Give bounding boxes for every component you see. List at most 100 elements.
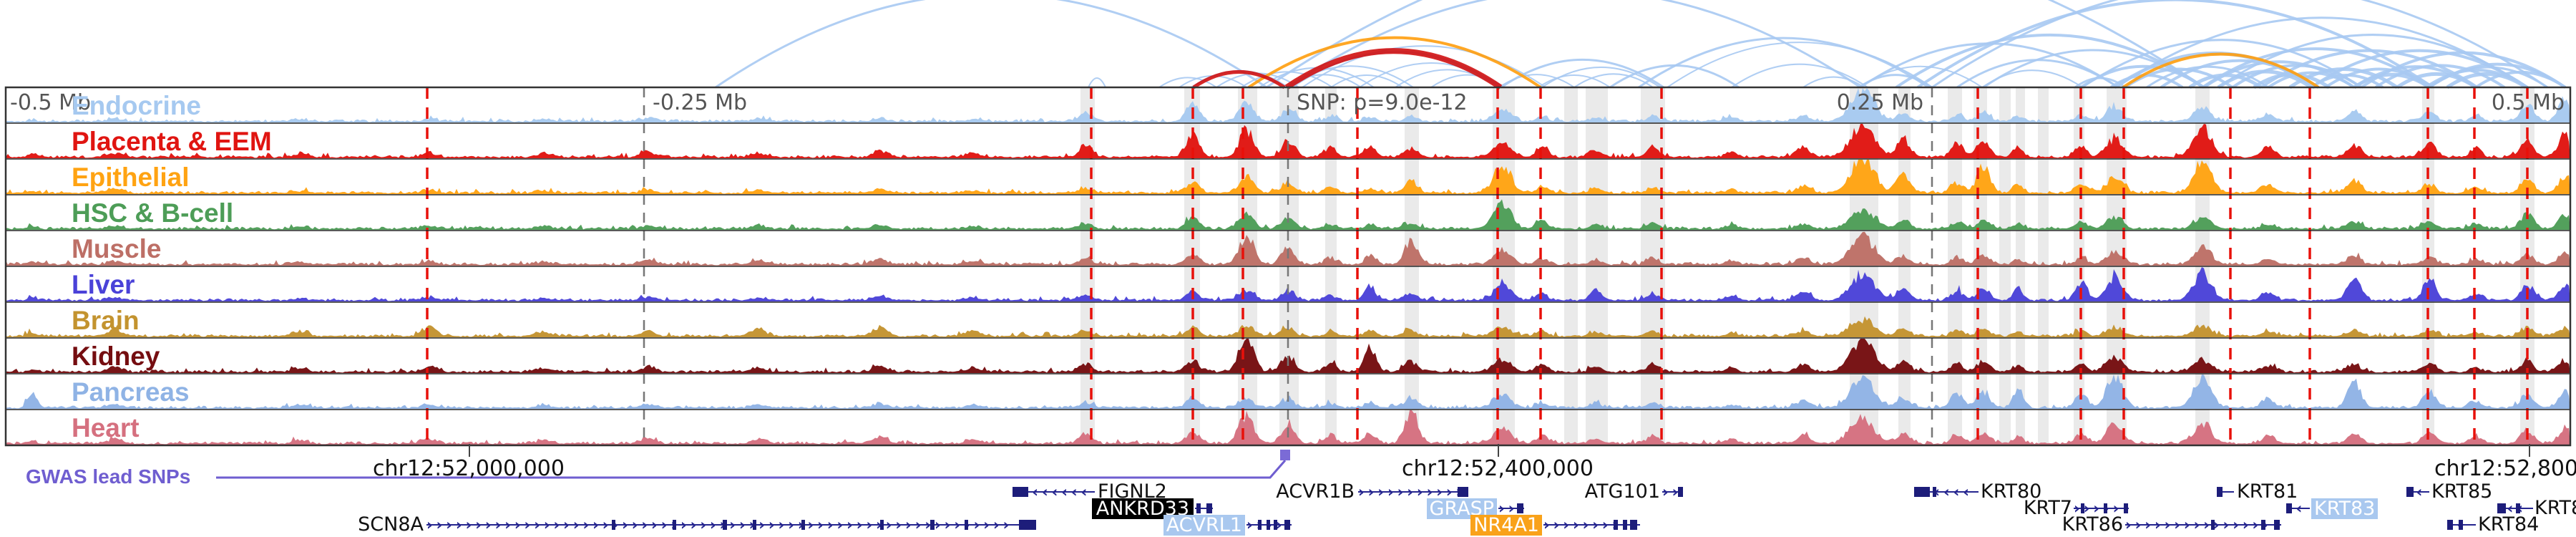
strand-arrows: ››››› [2074, 500, 2123, 516]
gene-label-scn8a: SCN8A [358, 513, 424, 536]
interaction-arc [2146, 65, 2269, 89]
gene-body-line [2074, 508, 2129, 509]
coordinate-label: chr12:52,800 [2434, 456, 2576, 481]
gene-body-line [1013, 491, 1095, 493]
exon [723, 520, 727, 530]
interaction-arc [1538, 74, 1611, 88]
track-label-epithelial: Epithelial [72, 163, 190, 192]
gene-body-line [2497, 508, 2533, 509]
axis-label-snp-p-9.0e-12: SNP: p=9.0e-12 [1297, 90, 1468, 115]
strand-arrows: ››››››››››››››››››››››››››››››››››››››››… [426, 517, 1013, 533]
track-label-heart: Heart [72, 413, 140, 442]
exon [2516, 503, 2520, 513]
interaction-arc [1541, 66, 1661, 88]
gene-grasp: ›› GRASP [1426, 498, 1524, 519]
exon [1013, 487, 1028, 497]
gene-krt85: ‹‹ KRT85 [2406, 482, 2492, 501]
interaction-arc [1330, 74, 1403, 88]
exon [880, 520, 884, 530]
gene-label-fignl2: FIGNL2 [1098, 480, 1167, 503]
track-label-brain: Brain [72, 306, 140, 335]
gene-krt81: ‹KRT81 [2217, 482, 2298, 501]
gene-label-krt80: KRT80 [1981, 480, 2042, 503]
interaction-arc [2324, 67, 2434, 89]
exon [1678, 487, 1683, 497]
interaction-arc [1501, 59, 1664, 89]
exon [1196, 503, 1201, 513]
exon [2217, 487, 2223, 497]
exon [1019, 520, 1036, 530]
coordinate-tick [2529, 444, 2530, 457]
gene-body-line [2125, 524, 2281, 526]
gene-body-line [1498, 508, 1524, 509]
gene-body-line [1195, 508, 1213, 509]
exon [2459, 520, 2463, 530]
interaction-arc [2446, 72, 2527, 90]
gene-label-krt85: KRT85 [2431, 480, 2493, 503]
strand-arrows: ››››››››››››››› [2125, 517, 2272, 533]
exon [965, 520, 968, 530]
gene-label-acvr1b: ACVR1B [1276, 480, 1355, 503]
gwas-snp-marker [1280, 450, 1290, 460]
strand-arrows: ›››› [1246, 517, 1292, 533]
gene-atg101: ›› ATG101 [1585, 482, 1683, 501]
coordinate-tick [1498, 444, 1499, 457]
gene-body-line [2286, 508, 2310, 509]
signal-track-hsc-b-cell [6, 199, 2570, 230]
strand-arrows: ››››››››››› [1358, 484, 1466, 500]
interaction-arc [1284, 48, 1503, 90]
gene-label-acvrl1: ACVRL1 [1163, 515, 1245, 536]
exon [612, 520, 615, 530]
signal-track-placenta-eem [6, 124, 2570, 158]
interaction-arc [1088, 77, 1106, 88]
signal-track-kidney [6, 339, 2570, 373]
exon [2274, 520, 2280, 530]
track-label-muscle: Muscle [72, 234, 162, 263]
exon [1630, 520, 1637, 530]
gene-body-line [426, 524, 1036, 526]
exon [2211, 520, 2215, 530]
exon [2104, 503, 2107, 513]
interaction-arc [2201, 47, 2431, 89]
interaction-arc [2122, 52, 2320, 89]
interaction-arc [1192, 70, 1286, 90]
panel-border [4, 86, 2572, 447]
gene-label-atg101: ATG101 [1584, 480, 1660, 503]
gene-label-krt84: KRT84 [2478, 513, 2540, 536]
gene-krt86: ››››››››››››››› KRT86 [2062, 515, 2281, 534]
axis-label--0.25-mb: -0.25 Mb [653, 90, 748, 115]
gene-krt82: ‹‹‹KRT82 [2497, 498, 2576, 518]
interaction-arc [2124, 67, 2234, 89]
coordinate-label: chr12:52,000,000 [373, 456, 565, 481]
gene-body-line [2406, 491, 2429, 493]
gene-body-line [1662, 491, 1683, 493]
signal-track-liver [6, 267, 2570, 301]
track-label-pancreas: Pancreas [72, 377, 190, 407]
interaction-arc [1916, 0, 2434, 89]
signal-track-muscle [6, 231, 2570, 266]
gene-label-nr4a1: NR4A1 [1470, 515, 1542, 536]
exon [2124, 503, 2128, 513]
gene-label-krt82: KRT82 [2534, 497, 2576, 519]
exon [753, 520, 756, 530]
strand-arrows: ‹‹‹‹‹‹‹‹ [1013, 484, 1091, 500]
gene-label-krt81: KRT81 [2237, 480, 2298, 503]
interaction-arc [1266, 0, 2205, 89]
signal-track-endocrine [6, 88, 2570, 122]
gwas-lead-snps-label: GWAS lead SNPs [26, 465, 191, 488]
interaction-arc [2218, 34, 2528, 89]
exon [1914, 487, 1930, 497]
strand-arrows: ›› [1498, 500, 1518, 516]
interaction-arc [2396, 72, 2477, 90]
track-label-placenta-eem: Placenta & EEM [72, 127, 272, 156]
exon [801, 520, 805, 530]
gene-body-line [1358, 491, 1468, 493]
strand-arrows: ›› [1662, 484, 1682, 500]
interaction-arc [1574, 73, 1654, 88]
axis-label--0.5-mb: -0.5 Mb [10, 90, 91, 115]
gene-nr4a1: ››››››››› NR4A1 [1470, 515, 1640, 536]
strand-arrows: ››››››››› [1543, 517, 1631, 533]
interaction-arc [2474, 70, 2567, 89]
gene-krt83: ‹‹ KRT83 [2286, 498, 2379, 519]
